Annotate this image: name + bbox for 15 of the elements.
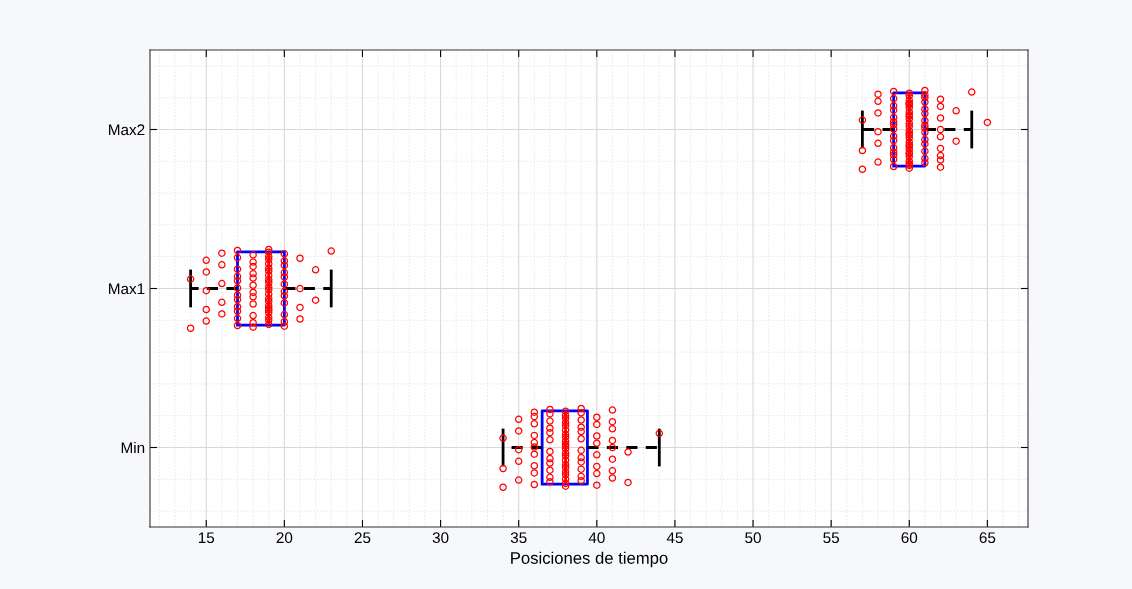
y-tick-label: Max2 xyxy=(109,124,145,136)
x-tick-label: 15 xyxy=(198,532,215,544)
y-tick-label: Max1 xyxy=(109,283,145,295)
x-tick-label: 25 xyxy=(354,532,371,544)
x-tick-label: 40 xyxy=(588,532,605,544)
x-axis-title: Posiciones de tiempo xyxy=(511,551,668,568)
x-tick-label: 45 xyxy=(666,532,683,544)
x-tick-label: 65 xyxy=(979,532,996,544)
x-tick-label: 20 xyxy=(276,532,293,544)
x-tick-label: 55 xyxy=(823,532,840,544)
x-tick-label: 50 xyxy=(745,532,761,544)
x-tick-label: 60 xyxy=(901,532,918,544)
y-tick-label: Min xyxy=(121,441,145,454)
x-tick-label: 35 xyxy=(510,532,527,544)
x-tick-label: 30 xyxy=(432,532,449,544)
